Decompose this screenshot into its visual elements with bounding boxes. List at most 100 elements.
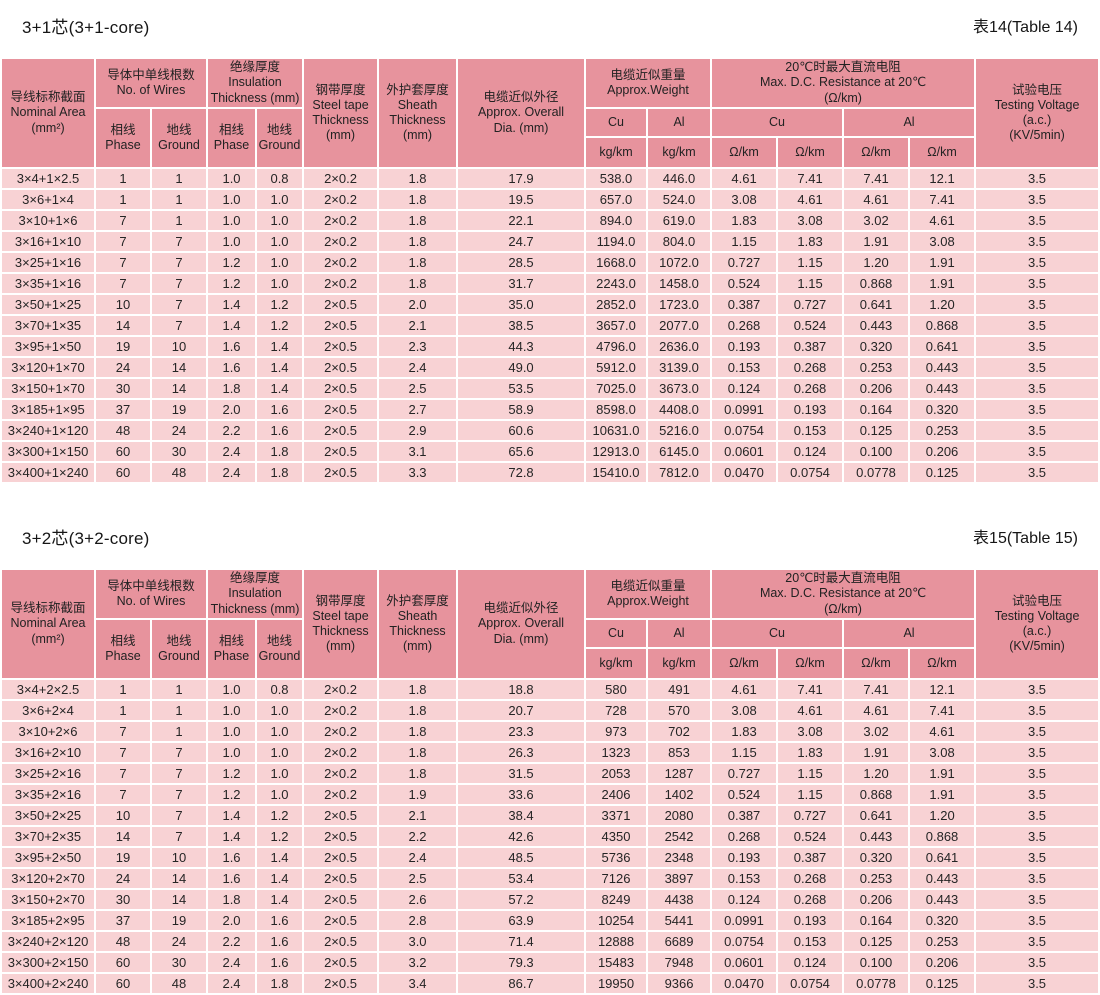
table-cell: 2×0.5 <box>304 358 378 377</box>
table-cell: 853 <box>648 743 711 762</box>
table-cell: 19 <box>152 400 207 419</box>
table-cell: 60.6 <box>458 421 585 440</box>
table-cell: 3.02 <box>844 722 909 741</box>
table-cell: 2.2 <box>379 827 457 846</box>
table-cell: 3×300+1×150 <box>2 442 94 461</box>
table-row: 3×120+1×70 24 14 1.6 1.4 2×0.5 2.4 49.0 5912.0 31… <box>2 358 1098 377</box>
table-row: 3×400+2×240 60 48 2.4 1.8 2×0.5 3.4 86.7 19950 93… <box>2 974 1098 993</box>
table-cell: 7 <box>152 764 207 783</box>
table-cell: 4438 <box>648 890 711 909</box>
table-row: 3×10+2×6 7 1 1.0 1.0 2×0.2 1.8 23.3 973 702 1.83 3.… <box>2 722 1098 741</box>
table-cell: 2.5 <box>379 379 457 398</box>
table-cell: 2×0.2 <box>304 680 378 699</box>
col-group-wires: 导体中单线根数 No. of Wires <box>96 570 207 618</box>
table-cell: 20.7 <box>458 701 585 720</box>
table-cell: 0.320 <box>844 848 909 867</box>
table-cell: 35.0 <box>458 295 585 314</box>
table-cell: 3.5 <box>976 932 1098 951</box>
table-cell: 30 <box>152 442 207 461</box>
table-cell: 2×0.2 <box>304 274 378 293</box>
table-cell: 1.6 <box>257 400 303 419</box>
table-14-label: 表14(Table 14) <box>973 19 1078 36</box>
table-cell: 3.08 <box>778 211 843 230</box>
table-cell: 0.125 <box>910 974 975 993</box>
table-cell: 42.6 <box>458 827 585 846</box>
table-cell: 63.9 <box>458 911 585 930</box>
unit-ohm-km-4: Ω/km <box>910 649 975 678</box>
unit-kg-km-cu: kg/km <box>586 138 647 167</box>
table-cell: 1.0 <box>257 701 303 720</box>
table-cell: 33.6 <box>458 785 585 804</box>
table-cell: 86.7 <box>458 974 585 993</box>
table-cell: 1.4 <box>208 827 256 846</box>
table-cell: 0.193 <box>712 848 777 867</box>
table-cell: 1.0 <box>257 764 303 783</box>
table-row: 3×185+1×95 37 19 2.0 1.6 2×0.5 2.7 58.9 8598.0 44… <box>2 400 1098 419</box>
table-cell: 10 <box>152 848 207 867</box>
table-cell: 2×0.5 <box>304 463 378 482</box>
table-cell: 12888 <box>586 932 647 951</box>
table-cell: 3.08 <box>910 232 975 251</box>
table-cell: 0.0754 <box>712 932 777 951</box>
table-cell: 1.0 <box>257 253 303 272</box>
table-cell: 1.0 <box>257 190 303 209</box>
table-cell: 3×300+2×150 <box>2 953 94 972</box>
table-cell: 18.8 <box>458 680 585 699</box>
table-cell: 24 <box>152 932 207 951</box>
table-cell: 2.2 <box>208 932 256 951</box>
table-cell: 1.4 <box>257 358 303 377</box>
table-cell: 804.0 <box>648 232 711 251</box>
table-cell: 38.5 <box>458 316 585 335</box>
table-cell: 49.0 <box>458 358 585 377</box>
table-cell: 7 <box>152 743 207 762</box>
table-cell: 19 <box>152 911 207 930</box>
unit-kg-km-al: kg/km <box>648 138 711 167</box>
table-cell: 1458.0 <box>648 274 711 293</box>
table-cell: 7126 <box>586 869 647 888</box>
table-cell: 2×0.2 <box>304 785 378 804</box>
table-cell: 1.8 <box>379 680 457 699</box>
table-cell: 48 <box>96 421 150 440</box>
table-cell: 1.0 <box>257 232 303 251</box>
table-cell: 1.0 <box>208 680 256 699</box>
col-nominal-area: 导线标称截面 Nominal Area (mm²) <box>2 59 94 167</box>
table-cell: 3×120+1×70 <box>2 358 94 377</box>
table-cell: 3.2 <box>379 953 457 972</box>
table-cell: 30 <box>96 379 150 398</box>
table-cell: 2×0.2 <box>304 764 378 783</box>
table-cell: 0.727 <box>778 806 843 825</box>
table-cell: 1.4 <box>257 890 303 909</box>
table-cell: 5441 <box>648 911 711 930</box>
table-cell: 7 <box>152 316 207 335</box>
table-cell: 2×0.2 <box>304 232 378 251</box>
table-cell: 0.193 <box>778 400 843 419</box>
table-cell: 0.524 <box>778 316 843 335</box>
table-cell: 1 <box>152 211 207 230</box>
table-cell: 1.20 <box>844 253 909 272</box>
table-row: 3×95+1×50 19 10 1.6 1.4 2×0.5 2.3 44.3 4796.0 263… <box>2 337 1098 356</box>
table-cell: 3×95+2×50 <box>2 848 94 867</box>
col-steel-tape: 钢带厚度 Steel tape Thickness (mm) <box>304 570 378 678</box>
unit-ohm-km-4: Ω/km <box>910 138 975 167</box>
table-row: 3×400+1×240 60 48 2.4 1.8 2×0.5 3.3 72.8 15410.0… <box>2 463 1098 482</box>
table-cell: 15410.0 <box>586 463 647 482</box>
table-cell: 72.8 <box>458 463 585 482</box>
table-cell: 0.153 <box>712 358 777 377</box>
table-cell: 1.8 <box>208 890 256 909</box>
table-cell: 3.4 <box>379 974 457 993</box>
table-cell: 3×6+2×4 <box>2 701 94 720</box>
table-cell: 60 <box>96 974 150 993</box>
table-cell: 8249 <box>586 890 647 909</box>
table-row: 3×35+2×16 7 7 1.2 1.0 2×0.2 1.9 33.6 2406 1402 0.5… <box>2 785 1098 804</box>
table-cell: 4.61 <box>910 722 975 741</box>
table-cell: 7.41 <box>778 169 843 188</box>
col-overall-dia: 电缆近似外径 Approx. Overall Dia. (mm) <box>458 570 585 678</box>
table-cell: 2080 <box>648 806 711 825</box>
table-cell: 1.6 <box>208 869 256 888</box>
table-cell: 0.193 <box>778 911 843 930</box>
table-row: 3×50+2×25 10 7 1.4 1.2 2×0.5 2.1 38.4 3371 2080 0.… <box>2 806 1098 825</box>
table-cell: 3×120+2×70 <box>2 869 94 888</box>
table-14-titlebar: 3+1芯(3+1-core) 表14(Table 14) <box>0 0 1100 57</box>
table-cell: 1.4 <box>208 295 256 314</box>
unit-ohm-km-3: Ω/km <box>844 649 909 678</box>
